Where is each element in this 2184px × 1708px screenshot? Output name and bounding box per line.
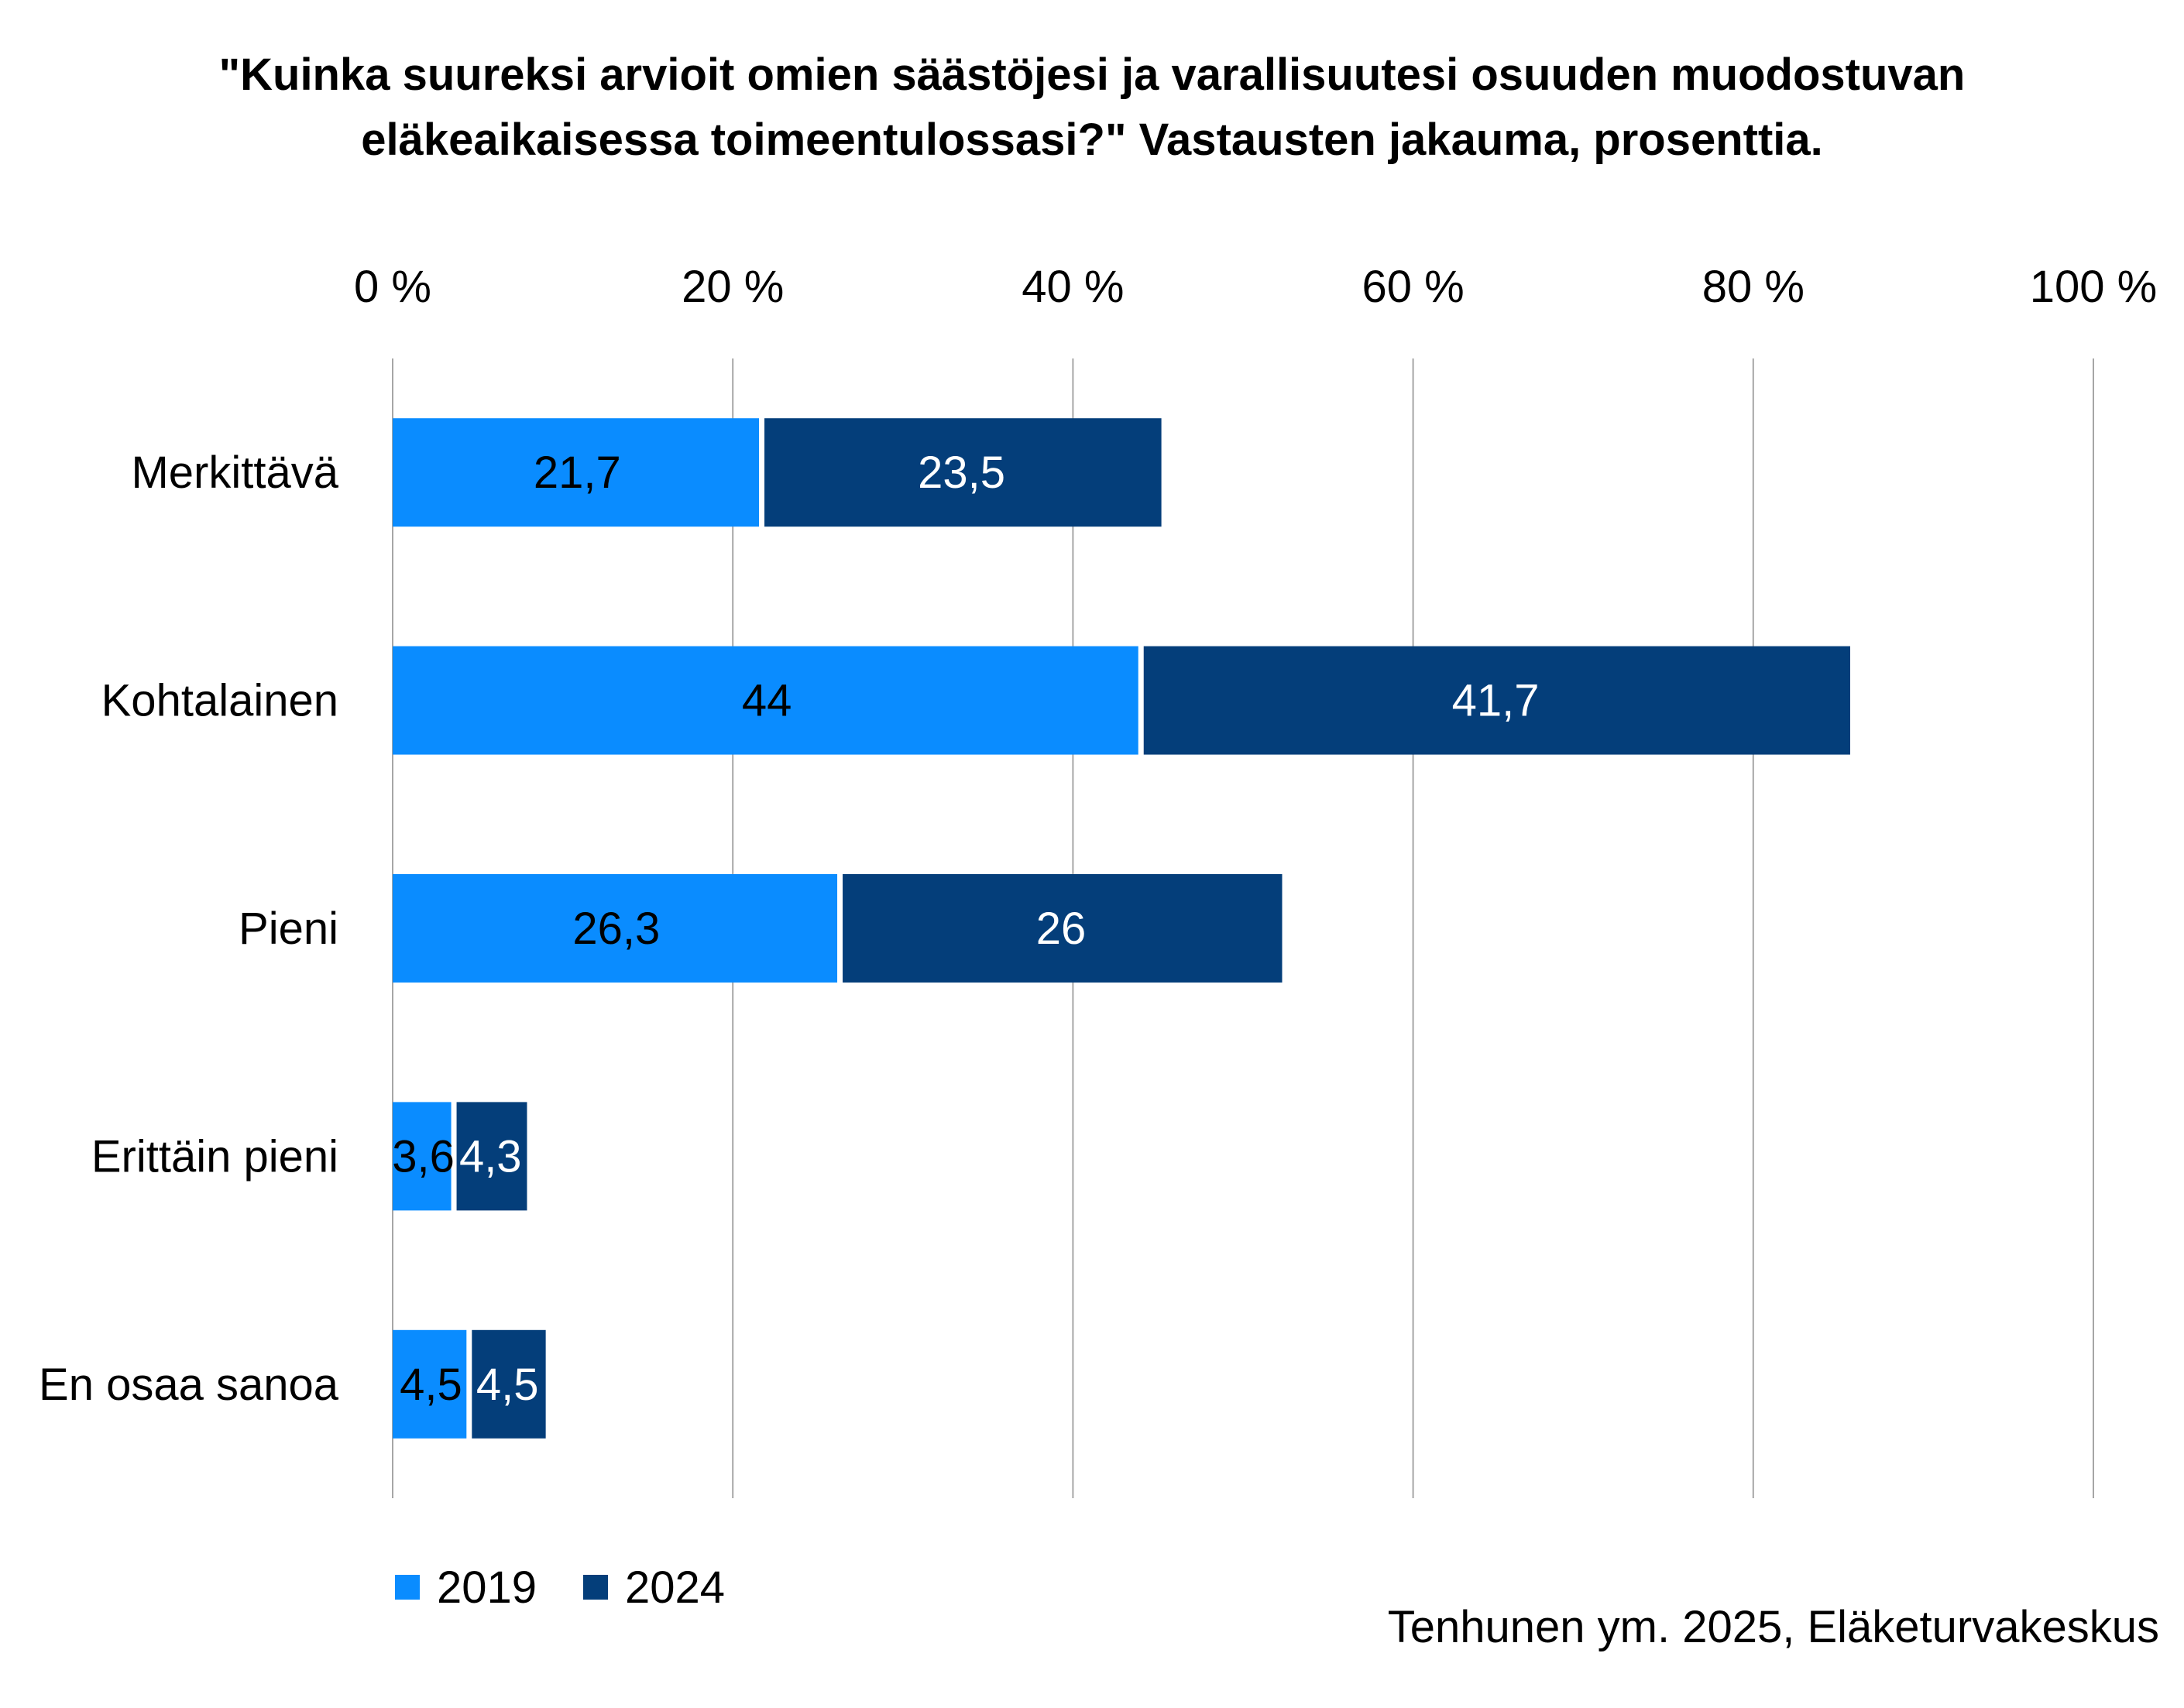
data-label-2024: 41,7 — [1452, 676, 1540, 726]
x-tick-label: 20 % — [682, 262, 784, 312]
legend: 2019 2024 — [395, 1556, 725, 1618]
x-tick-label: 80 % — [1702, 262, 1805, 312]
chart-title: "Kuinka suureksi arvioit omien säästöjes… — [46, 43, 2138, 173]
chart-title-line-1: "Kuinka suureksi arvioit omien säästöjes… — [218, 50, 1966, 100]
legend-swatch-2024 — [583, 1575, 609, 1600]
legend-swatch-2019 — [395, 1575, 420, 1600]
category-label: En osaa sanoa — [39, 1360, 339, 1410]
source-note: Tenhunen ym. 2025, Eläketurvakeskus — [1387, 1602, 2159, 1652]
bar-2019 — [393, 1102, 452, 1211]
category-label: Merkittävä — [131, 448, 338, 498]
bar-2024 — [764, 418, 1162, 527]
category-label: Kohtalainen — [101, 676, 338, 726]
data-label-2019: 4,5 — [400, 1360, 462, 1410]
category-label: Erittäin pieni — [91, 1131, 338, 1182]
data-label-2019: 44 — [742, 676, 792, 726]
legend-item-2024: 2024 — [583, 1562, 725, 1614]
data-label-2024: 4,5 — [476, 1360, 539, 1410]
data-label-2019: 21,7 — [534, 448, 621, 498]
x-tick-label: 100 % — [2030, 262, 2157, 312]
legend-label-2019: 2019 — [437, 1562, 537, 1613]
data-label-2024: 26 — [1036, 904, 1087, 954]
data-label-2024: 4,3 — [459, 1131, 522, 1182]
bar-2024 — [472, 1329, 546, 1439]
category-label: Pieni — [239, 904, 338, 954]
legend-item-2019: 2019 — [395, 1562, 537, 1614]
chart-title-line-2: eläkeaikaisessa toimeentulossasi?" Vasta… — [361, 115, 1823, 165]
bar-2024 — [843, 874, 1283, 983]
x-tick-label: 60 % — [1362, 262, 1464, 312]
data-label-2024: 23,5 — [918, 448, 1005, 498]
data-label-2019: 26,3 — [572, 904, 660, 954]
bar-2024 — [1143, 646, 1850, 755]
x-tick-label: 0 % — [354, 262, 431, 312]
bar-2019 — [393, 874, 838, 983]
bar-2019 — [393, 646, 1138, 755]
bar-2019 — [393, 1329, 467, 1439]
bar-2024 — [456, 1102, 527, 1211]
bar-2019 — [393, 418, 760, 527]
legend-label-2024: 2024 — [625, 1562, 726, 1613]
x-tick-label: 40 % — [1022, 262, 1124, 312]
data-label-2019: 3,6 — [392, 1131, 455, 1182]
